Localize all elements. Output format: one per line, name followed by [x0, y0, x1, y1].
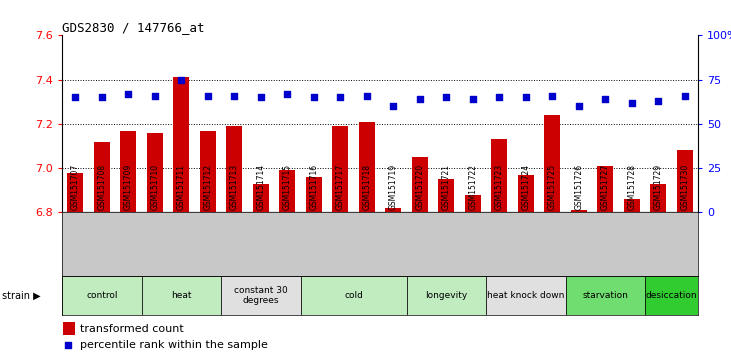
Bar: [406, 276, 486, 315]
Point: [467, 96, 479, 102]
Bar: [491, 139, 507, 212]
Point: [175, 77, 187, 82]
Bar: [62, 276, 142, 315]
Text: heat knock down: heat knock down: [487, 291, 564, 300]
Bar: [571, 210, 587, 212]
Bar: [121, 131, 136, 212]
Text: control: control: [86, 291, 118, 300]
Bar: [67, 172, 83, 212]
Text: desiccation: desiccation: [645, 291, 697, 300]
Bar: [253, 184, 269, 212]
Point: [229, 93, 240, 98]
Bar: [645, 276, 698, 315]
Bar: [142, 276, 221, 315]
Point: [361, 93, 373, 98]
Point: [308, 95, 319, 100]
Bar: [173, 78, 189, 212]
Text: constant 30
degrees: constant 30 degrees: [234, 286, 288, 305]
Bar: [200, 131, 216, 212]
Point: [123, 91, 135, 97]
Point: [414, 96, 425, 102]
Point: [335, 95, 346, 100]
Bar: [465, 195, 481, 212]
Point: [255, 95, 267, 100]
Bar: [94, 142, 110, 212]
Bar: [221, 276, 300, 315]
Bar: [412, 157, 428, 212]
Point: [281, 91, 293, 97]
Bar: [359, 122, 375, 212]
Bar: [147, 133, 163, 212]
Point: [69, 95, 81, 100]
Bar: [597, 166, 613, 212]
Bar: [279, 170, 295, 212]
Text: starvation: starvation: [583, 291, 629, 300]
Bar: [64, 322, 75, 335]
Text: heat: heat: [171, 291, 192, 300]
Point: [202, 93, 213, 98]
Bar: [300, 276, 406, 315]
Bar: [624, 199, 640, 212]
Bar: [486, 276, 566, 315]
Point: [679, 93, 691, 98]
Text: cold: cold: [344, 291, 363, 300]
Point: [653, 98, 664, 104]
Point: [573, 103, 585, 109]
Bar: [306, 177, 322, 212]
Bar: [439, 179, 454, 212]
Point: [149, 93, 161, 98]
Text: transformed count: transformed count: [80, 324, 183, 333]
Bar: [677, 150, 693, 212]
Text: GDS2830 / 147766_at: GDS2830 / 147766_at: [62, 21, 205, 34]
Point: [387, 103, 399, 109]
Bar: [333, 126, 348, 212]
Point: [493, 95, 505, 100]
Text: longevity: longevity: [425, 291, 468, 300]
Bar: [518, 175, 534, 212]
Text: percentile rank within the sample: percentile rank within the sample: [80, 340, 268, 350]
Text: strain ▶: strain ▶: [2, 291, 41, 301]
Bar: [227, 126, 243, 212]
Point: [599, 96, 611, 102]
Point: [520, 95, 531, 100]
Point: [441, 95, 452, 100]
Bar: [566, 276, 645, 315]
Point: [96, 95, 107, 100]
Bar: [385, 208, 401, 212]
Point: [547, 93, 558, 98]
Bar: [545, 115, 561, 212]
Bar: [651, 184, 667, 212]
Point: [63, 342, 75, 348]
Point: [626, 100, 637, 105]
